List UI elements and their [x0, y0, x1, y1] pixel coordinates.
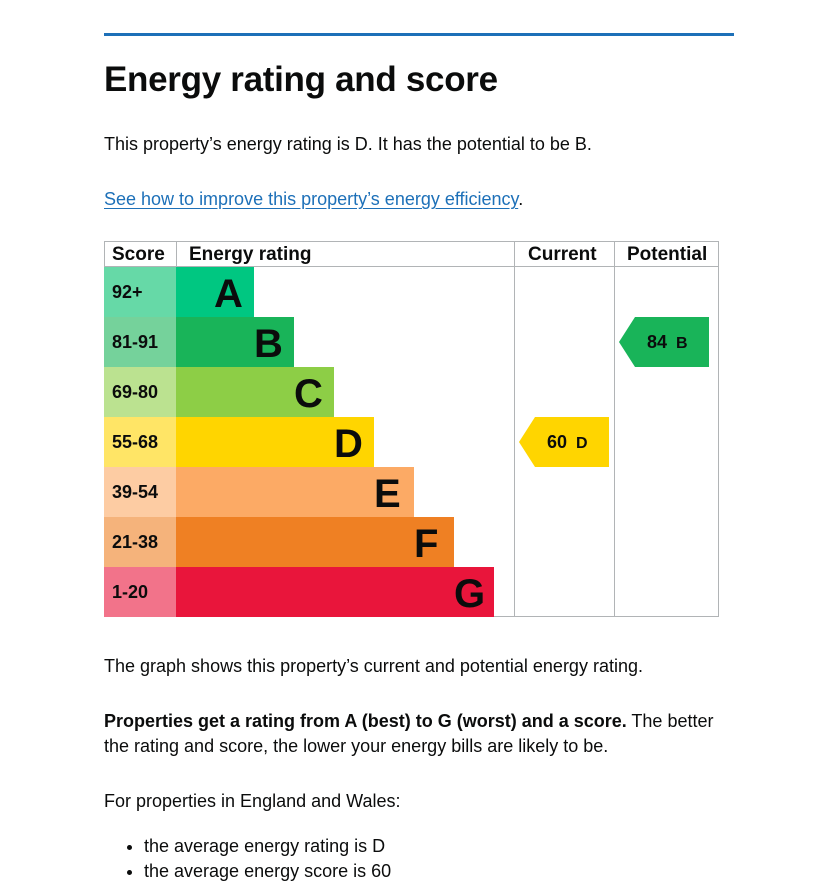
list-item: the average energy score is 60 [144, 859, 391, 884]
list-item: the average energy rating is D [144, 834, 391, 859]
band-bar [176, 367, 334, 417]
improve-paragraph: See how to improve this property’s energ… [104, 187, 729, 212]
current-rating-label: 60 D [547, 417, 588, 467]
improve-link-suffix: . [518, 189, 524, 209]
band-score-range: 39-54 [104, 467, 176, 517]
header-score: Score [112, 244, 165, 265]
average-intro: For properties in England and Wales: [104, 791, 401, 811]
score-column-divider [176, 241, 177, 266]
potential-column-divider [614, 241, 615, 617]
current-column-divider [514, 241, 515, 617]
header-energy-rating: Energy rating [189, 244, 312, 265]
current-band: D [576, 435, 588, 452]
section-top-rule [104, 33, 734, 36]
band-bar [176, 317, 294, 367]
average-list: the average energy rating is D the avera… [104, 834, 391, 884]
improve-energy-efficiency-link[interactable]: See how to improve this property’s energ… [104, 189, 519, 209]
band-letter: C [294, 372, 323, 416]
energy-rating-chart: 92+ A 81-91 B 69-80 C 55-68 D 39-54 E 21-38 F 1-20 G … [104, 241, 719, 617]
energy-rating-intro: This property’s energy rating is D. It h… [104, 134, 592, 154]
band-letter: F [414, 522, 439, 566]
band-score-range: 21-38 [104, 517, 176, 567]
band-letter: G [454, 572, 486, 616]
current-score: 60 [547, 432, 568, 452]
rating-explanation: Properties get a rating from A (best) to… [104, 709, 724, 759]
band-score-range: 81-91 [104, 317, 176, 367]
band-bar [176, 567, 494, 617]
page-title: Energy rating and score [104, 60, 498, 99]
band-letter: E [374, 472, 401, 516]
header-potential: Potential [627, 244, 708, 265]
potential-arrow [619, 317, 709, 367]
band-bar [176, 517, 454, 567]
graph-description: The graph shows this property’s current … [104, 656, 643, 676]
band-score-range: 1-20 [104, 567, 176, 617]
current-arrow [519, 417, 609, 467]
potential-score: 84 [647, 332, 668, 352]
header-current: Current [528, 244, 597, 265]
band-letter: A [214, 272, 243, 316]
band-bar [176, 467, 414, 517]
header-divider [104, 266, 719, 267]
potential-rating-label: 84 B [647, 317, 688, 367]
band-score-range: 92+ [104, 267, 176, 317]
band-letter: D [334, 422, 363, 466]
rating-explanation-rest: The better the rating and score, the low… [104, 711, 714, 756]
band-letter: B [254, 322, 283, 366]
band-score-range: 55-68 [104, 417, 176, 467]
band-bar [176, 267, 254, 317]
band-score-range: 69-80 [104, 367, 176, 417]
rating-explanation-bold: Properties get a rating from A (best) to… [104, 711, 627, 731]
potential-band: B [676, 335, 688, 352]
band-bar [176, 417, 374, 467]
